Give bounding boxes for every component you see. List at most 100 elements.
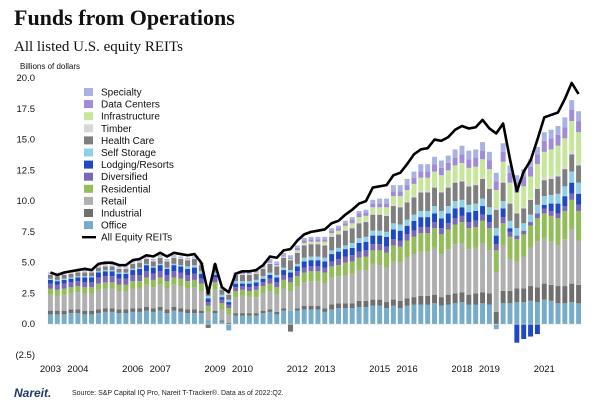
bar-segment [390, 204, 396, 207]
bar-segment [137, 262, 143, 268]
bar-segment [253, 313, 259, 316]
bar-segment [212, 310, 218, 314]
bar-segment [178, 311, 184, 325]
bar-segment [281, 257, 287, 268]
bar-segment [370, 214, 376, 231]
bar-segment [171, 277, 177, 285]
bar-segment [425, 304, 431, 325]
bar-segment [493, 272, 499, 312]
legend-swatch [84, 172, 93, 181]
bar-segment [466, 167, 472, 186]
bar-segment [507, 182, 513, 203]
bar-segment [370, 230, 376, 236]
bar-segment [528, 225, 534, 248]
bar-segment [452, 218, 458, 225]
bar-segment [178, 308, 184, 312]
bar-segment [342, 262, 348, 275]
x-tick-label: 2007 [150, 364, 171, 375]
bar-segment [322, 283, 328, 309]
bar-segment [123, 309, 129, 314]
bar-segment [356, 210, 362, 214]
bar-segment [500, 182, 506, 202]
bar-segment [157, 256, 163, 258]
bar-segment [246, 297, 252, 314]
bar-segment [171, 265, 177, 272]
bar-segment [205, 295, 211, 299]
bar-segment [130, 281, 136, 289]
bar-segment [171, 306, 177, 311]
bar-segment [150, 273, 156, 280]
bar-segment [521, 234, 527, 257]
bar-segment [342, 249, 348, 257]
bar-segment [569, 100, 575, 111]
bar-segment [493, 235, 499, 245]
bar-segment [562, 169, 568, 187]
bar-segment [480, 206, 486, 215]
bar-segment [418, 210, 424, 218]
bar-segment [75, 272, 81, 277]
bar-segment [377, 244, 383, 251]
bar-segment [294, 251, 300, 253]
bar-segment [507, 236, 513, 259]
bar-segment [281, 308, 287, 311]
bar-segment [480, 303, 486, 325]
bar-segment [397, 185, 403, 192]
bar-segment [473, 226, 479, 248]
bar-segment [459, 242, 465, 293]
bar-segment [528, 286, 534, 301]
bar-segment [569, 193, 575, 200]
bar-segment [541, 180, 547, 197]
bar-segment [514, 192, 520, 213]
bar-segment [260, 268, 266, 277]
bar-segment [185, 288, 191, 310]
bar-segment [418, 192, 424, 211]
bar-segment [336, 308, 341, 325]
bar-segment [390, 206, 396, 224]
bar-segment [425, 192, 431, 211]
bar-segment [500, 217, 506, 224]
bar-segment [336, 233, 341, 235]
bar-segment [459, 199, 465, 208]
bar-segment [219, 320, 225, 322]
bar-segment [473, 183, 479, 186]
bar-segment [260, 293, 266, 311]
bar-segment [315, 239, 321, 242]
bar-segment [541, 151, 547, 178]
bar-segment [267, 263, 273, 273]
bar-segment [459, 302, 465, 325]
bar-segment [47, 279, 53, 284]
bar-segment [68, 313, 74, 325]
bar-segment [445, 187, 451, 207]
bar-segment [541, 132, 547, 141]
bar-segment [493, 181, 499, 191]
bar-segment [528, 176, 534, 199]
bar-segment [370, 299, 376, 306]
bar-segment [473, 304, 479, 325]
bar-segment [473, 185, 479, 204]
bar-segment [356, 242, 362, 252]
bar-segment [562, 286, 568, 304]
bar-segment [569, 302, 575, 325]
bar-segment [171, 255, 177, 257]
bar-segment [294, 247, 300, 251]
bar-segment [185, 266, 191, 269]
bar-segment [137, 268, 143, 275]
bar-segment [438, 234, 444, 255]
bar-segment [95, 277, 101, 284]
bar-segment [445, 213, 451, 224]
bar-segment [370, 235, 376, 245]
bar-segment [47, 273, 53, 275]
bar-segment [260, 267, 266, 269]
bar-segment [521, 208, 527, 224]
bar-segment [329, 250, 335, 255]
bar-segment [377, 235, 383, 245]
bar-segment [356, 223, 362, 239]
bar-segment [294, 310, 300, 325]
bar-segment [541, 208, 547, 214]
bar-segment [555, 126, 561, 135]
bar-segment [274, 265, 280, 267]
bar-segment [534, 218, 540, 242]
bar-segment [452, 165, 458, 182]
bar-segment [185, 268, 191, 275]
bar-segment [109, 271, 115, 277]
